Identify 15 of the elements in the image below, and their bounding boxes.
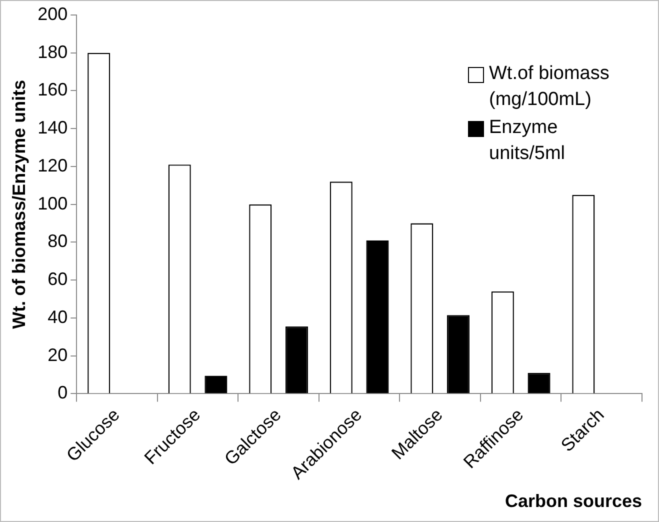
y-tick-label: 160 (38, 80, 68, 100)
y-tick-label: 200 (38, 4, 68, 24)
legend-label: Wt.of biomass (mg/100mL) (489, 62, 610, 112)
y-tick-label: 80 (48, 231, 68, 252)
y-tick-label: 100 (38, 193, 68, 214)
y-axis-title: Wt. of biomass/Enzyme units (8, 80, 29, 329)
y-tick-label: 40 (48, 306, 68, 327)
y-tick-label: 0 (58, 382, 68, 403)
y-tick-label: 60 (48, 269, 68, 290)
y-tick-label: 120 (38, 155, 68, 176)
x-axis-title: Carbon sources (504, 491, 642, 512)
y-tick-label: 20 (48, 344, 68, 365)
y-tick-label: 140 (38, 118, 68, 138)
y-tick-label: 180 (38, 42, 68, 62)
legend-label: Enzyme units/5ml (489, 116, 566, 166)
